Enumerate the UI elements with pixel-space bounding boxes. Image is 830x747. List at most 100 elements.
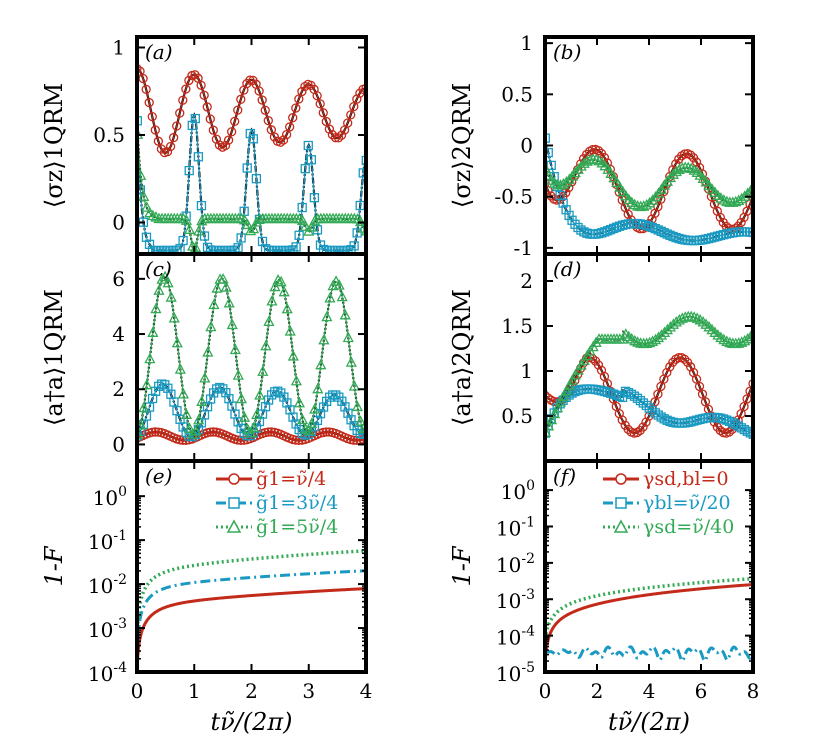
marker-c-2	[312, 382, 324, 394]
marker-a-1	[141, 232, 152, 242]
marker-a-0	[147, 111, 157, 122]
marker-c-2	[141, 378, 153, 390]
marker-c-2	[150, 302, 162, 314]
marker-d-1	[689, 416, 699, 426]
marker-d-2	[554, 395, 567, 407]
xtick-label-e: 2	[245, 679, 258, 703]
marker-c-2	[156, 273, 168, 284]
marker-a-0	[236, 94, 246, 104]
marker-a-0	[233, 105, 243, 115]
ytick-label-f: 10-5	[496, 660, 535, 686]
marker-d-0	[617, 415, 627, 425]
marker-d-2	[557, 390, 570, 401]
marker-d-2	[664, 320, 676, 332]
marker-d-1	[727, 418, 738, 428]
marker-b-2	[611, 176, 623, 188]
marker-d-0	[638, 422, 648, 432]
marker-a-1	[303, 140, 313, 151]
marker-a-0	[165, 141, 176, 152]
marker-c-0	[263, 427, 273, 437]
marker-d-2	[551, 401, 564, 413]
marker-b-2	[721, 195, 733, 207]
marker-d-1	[620, 386, 631, 396]
xtick-label-e: 3	[302, 679, 315, 703]
marker-c-1	[282, 398, 292, 408]
marker-a-0	[312, 91, 322, 101]
ytick-label-e: 10-1	[88, 528, 127, 554]
marker-c-2	[260, 339, 272, 351]
marker-b-2	[664, 171, 676, 183]
legend-label-f: γsd,bl=0	[643, 468, 729, 490]
marker-a-2	[235, 212, 248, 224]
marker-d-1	[656, 412, 666, 422]
marker-d-1	[724, 416, 735, 427]
marker-b-0	[715, 212, 725, 223]
marker-d-1	[632, 393, 643, 403]
marker-a-1	[291, 242, 301, 252]
marker-a-2	[354, 215, 366, 227]
marker-d-0	[662, 367, 672, 378]
marker-c-2	[153, 284, 165, 295]
series-f-1	[545, 645, 753, 663]
marker-c-1	[343, 408, 353, 418]
marker-d-1	[638, 398, 649, 408]
marker-c-2	[147, 326, 159, 337]
marker-d-0	[724, 427, 734, 437]
marker-b-1	[597, 228, 607, 238]
marker-b-1	[594, 228, 604, 239]
marker-b-1	[707, 233, 717, 243]
marker-a-1	[193, 152, 204, 162]
marker-c-2	[342, 331, 354, 343]
marker-b-2	[614, 181, 626, 192]
marker-d-1	[721, 415, 732, 425]
marker-a-0	[196, 80, 206, 90]
marker-a-0	[184, 75, 194, 86]
marker-b-1	[674, 233, 684, 244]
marker-c-1	[263, 395, 274, 405]
marker-b-0	[593, 146, 604, 156]
marker-a-1	[196, 200, 207, 211]
marker-c-2	[281, 302, 293, 314]
marker-d-1	[570, 386, 580, 397]
marker-b-1	[712, 231, 723, 241]
marker-b-0	[587, 145, 598, 155]
marker-a-0	[199, 90, 209, 100]
marker-c-2	[205, 320, 217, 332]
series-f-0	[545, 583, 753, 666]
marker-a-0	[288, 113, 298, 123]
marker-a-0	[318, 108, 328, 118]
marker-a-2	[299, 220, 312, 231]
marker-b-2	[566, 170, 578, 181]
marker-a-0	[208, 125, 218, 135]
marker-c-2	[183, 422, 196, 433]
marker-c-2	[254, 389, 266, 400]
marker-d-0	[685, 362, 696, 372]
marker-a-0	[254, 86, 264, 96]
marker-c-2	[144, 352, 156, 364]
marker-a-0	[349, 101, 359, 112]
marker-b-1	[701, 234, 711, 244]
marker-c-2	[168, 311, 180, 323]
marker-d-2	[688, 311, 700, 322]
marker-a-1	[297, 202, 307, 213]
marker-b-1	[650, 223, 660, 234]
marker-a-1	[199, 231, 210, 241]
panel-e: 10-4 10-3 10-2 10-1 100 0 1 2 3 4 tν̃/(2π) (e) 1-F g̃…	[40, 459, 372, 736]
marker-a-1	[312, 225, 323, 235]
marker-d-0	[653, 389, 663, 399]
marker-c-1	[212, 384, 222, 394]
marker-a-1	[352, 228, 362, 238]
marker-c-1	[163, 383, 173, 393]
marker-a-0	[141, 84, 151, 95]
series-e-0	[137, 587, 366, 671]
marker-a-0	[324, 124, 335, 134]
ytick-label-d: 2	[520, 269, 533, 293]
marker-d-0	[545, 390, 550, 400]
marker-d-1	[617, 392, 628, 403]
ytick-label-e: 100	[93, 484, 127, 510]
xlabel-f: tν̃/(2π)	[608, 708, 690, 736]
marker-d-0	[680, 354, 690, 364]
marker-b-1	[617, 220, 628, 230]
ytick-label-f: 10-4	[496, 624, 535, 650]
